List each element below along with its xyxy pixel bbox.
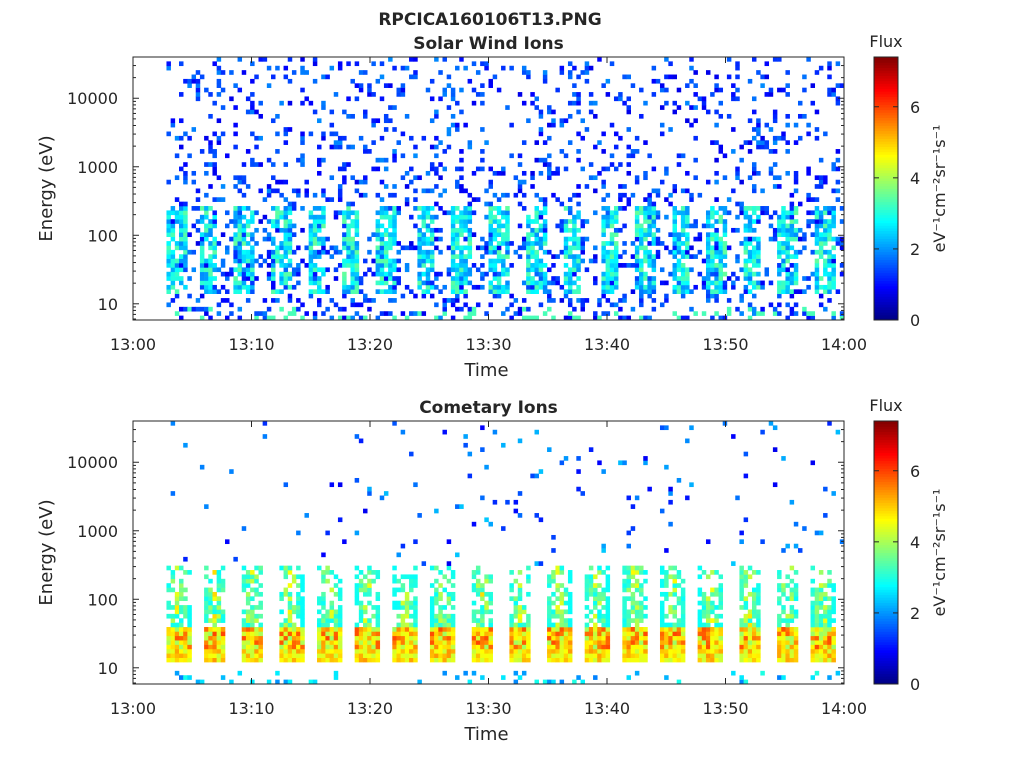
- spectrogram: [166, 57, 845, 321]
- x-tick-label: 14:00: [821, 335, 867, 354]
- panel-cometary: Cometary Ions 13:00 13:10 13:20 13:30 13:40 13…: [36, 396, 949, 745]
- panel-title: Solar Wind Ions: [413, 34, 564, 54]
- colorbar-title: Flux: [869, 396, 902, 415]
- y-tick-label: 100: [87, 226, 118, 245]
- y-tick-label: 10: [98, 659, 118, 678]
- x-tick-label: 13:50: [702, 699, 748, 718]
- colorbar-tick-label: 6: [910, 462, 920, 481]
- colorbar-tick-label: 2: [910, 240, 920, 259]
- x-axis-label: Time: [463, 724, 508, 745]
- colorbar: 0 2 4 6 Flux eV⁻¹cm⁻²sr⁻¹s⁻¹: [869, 32, 949, 330]
- colorbar-tick-label: 2: [910, 604, 920, 623]
- colorbar-tick-label: 4: [910, 533, 920, 552]
- panel-title: Cometary Ions: [419, 398, 558, 418]
- x-tick-label: 13:40: [584, 699, 630, 718]
- x-tick-label: 13:30: [465, 699, 511, 718]
- colorbar: 0 2 4 6 Flux eV⁻¹cm⁻²sr⁻¹s⁻¹: [869, 396, 949, 694]
- colorbar-tick-label: 4: [910, 169, 920, 188]
- y-axis-label: Energy (eV): [36, 135, 57, 241]
- x-tick-label: 13:40: [584, 335, 630, 354]
- colorbar-label: eV⁻¹cm⁻²sr⁻¹s⁻¹: [930, 125, 949, 253]
- y-tick-label: 10000: [67, 453, 118, 472]
- x-tick-label: 13:10: [228, 699, 274, 718]
- x-tick-label: 14:00: [821, 699, 867, 718]
- x-tick-label: 13:50: [702, 335, 748, 354]
- x-tick-label: 13:00: [110, 335, 156, 354]
- y-tick-label: 1000: [77, 158, 118, 177]
- colorbar-tick-label: 0: [910, 311, 920, 330]
- colorbar-title: Flux: [869, 32, 902, 51]
- x-tick-label: 13:20: [347, 699, 393, 718]
- x-tick-label: 13:10: [228, 335, 274, 354]
- y-tick-label: 10000: [67, 89, 118, 108]
- y-tick-label: 10: [98, 295, 118, 314]
- figure-title: RPCICA160106T13.PNG: [378, 10, 601, 30]
- colorbar-tick-label: 6: [910, 98, 920, 117]
- x-tick-label: 13:20: [347, 335, 393, 354]
- y-tick-label: 100: [87, 590, 118, 609]
- x-tick-label: 13:30: [465, 335, 511, 354]
- y-tick-label: 1000: [77, 522, 118, 541]
- y-axis-label: Energy (eV): [36, 499, 57, 605]
- colorbar-label: eV⁻¹cm⁻²sr⁻¹s⁻¹: [930, 489, 949, 617]
- x-tick-label: 13:00: [110, 699, 156, 718]
- panel-solar-wind: Solar Wind Ions 13:00 13:10 13:20 13:30 13:40…: [36, 32, 949, 381]
- x-axis-label: Time: [463, 360, 508, 381]
- spectrogram: [166, 421, 845, 685]
- colorbar-tick-label: 0: [910, 675, 920, 694]
